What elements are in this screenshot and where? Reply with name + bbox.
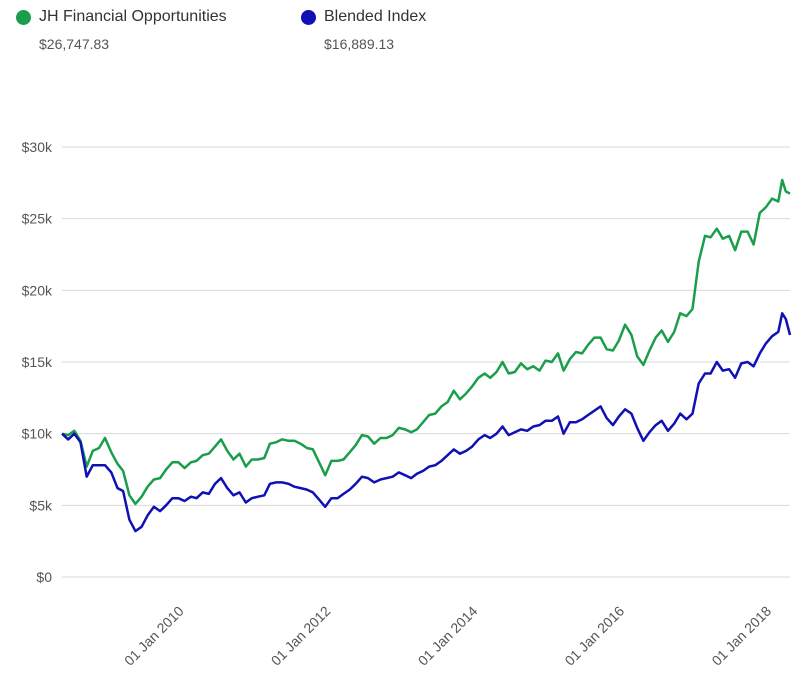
chart-legend: JH Financial Opportunities $26,747.83 Bl…	[0, 8, 800, 68]
x-tick-label: 01 Jan 2010	[121, 603, 187, 669]
series-color-dot-icon	[16, 9, 31, 25]
legend-item-jh-financial-opportunities[interactable]: JH Financial Opportunities $26,747.83	[16, 8, 227, 52]
x-tick-label: 01 Jan 2016	[561, 603, 627, 669]
series-line-jh-financial-opportunities[interactable]	[61, 178, 791, 506]
x-tick-label: 01 Jan 2014	[415, 603, 481, 669]
y-tick-label: $20k	[22, 282, 53, 298]
legend-series-name: JH Financial Opportunities	[39, 8, 227, 25]
y-axis: $0 $5k $10k $15k $20k $25k $30k	[22, 139, 53, 585]
legend-item-blended-index[interactable]: Blended Index $16,889.13	[301, 8, 426, 52]
y-tick-label: $15k	[22, 354, 53, 370]
y-tick-label: $10k	[22, 426, 53, 442]
legend-series-value: $16,889.13	[324, 36, 395, 52]
y-tick-label: $5k	[29, 497, 53, 513]
y-tick-label: $25k	[22, 211, 53, 227]
series-lines	[61, 178, 792, 533]
grid-lines	[62, 146, 790, 578]
legend-series-name: Blended Index	[324, 8, 427, 25]
x-tick-label: 01 Jan 2018	[708, 603, 774, 669]
y-tick-label: $0	[36, 569, 52, 585]
x-tick-label: 01 Jan 2012	[268, 603, 334, 669]
series-color-dot-icon	[301, 9, 316, 25]
x-axis: 01 Jan 2010 01 Jan 2012 01 Jan 2014 01 Jan …	[121, 603, 774, 669]
series-line-blended-index[interactable]	[61, 312, 792, 533]
legend-series-value: $26,747.83	[39, 36, 110, 52]
y-tick-label: $30k	[22, 139, 53, 155]
